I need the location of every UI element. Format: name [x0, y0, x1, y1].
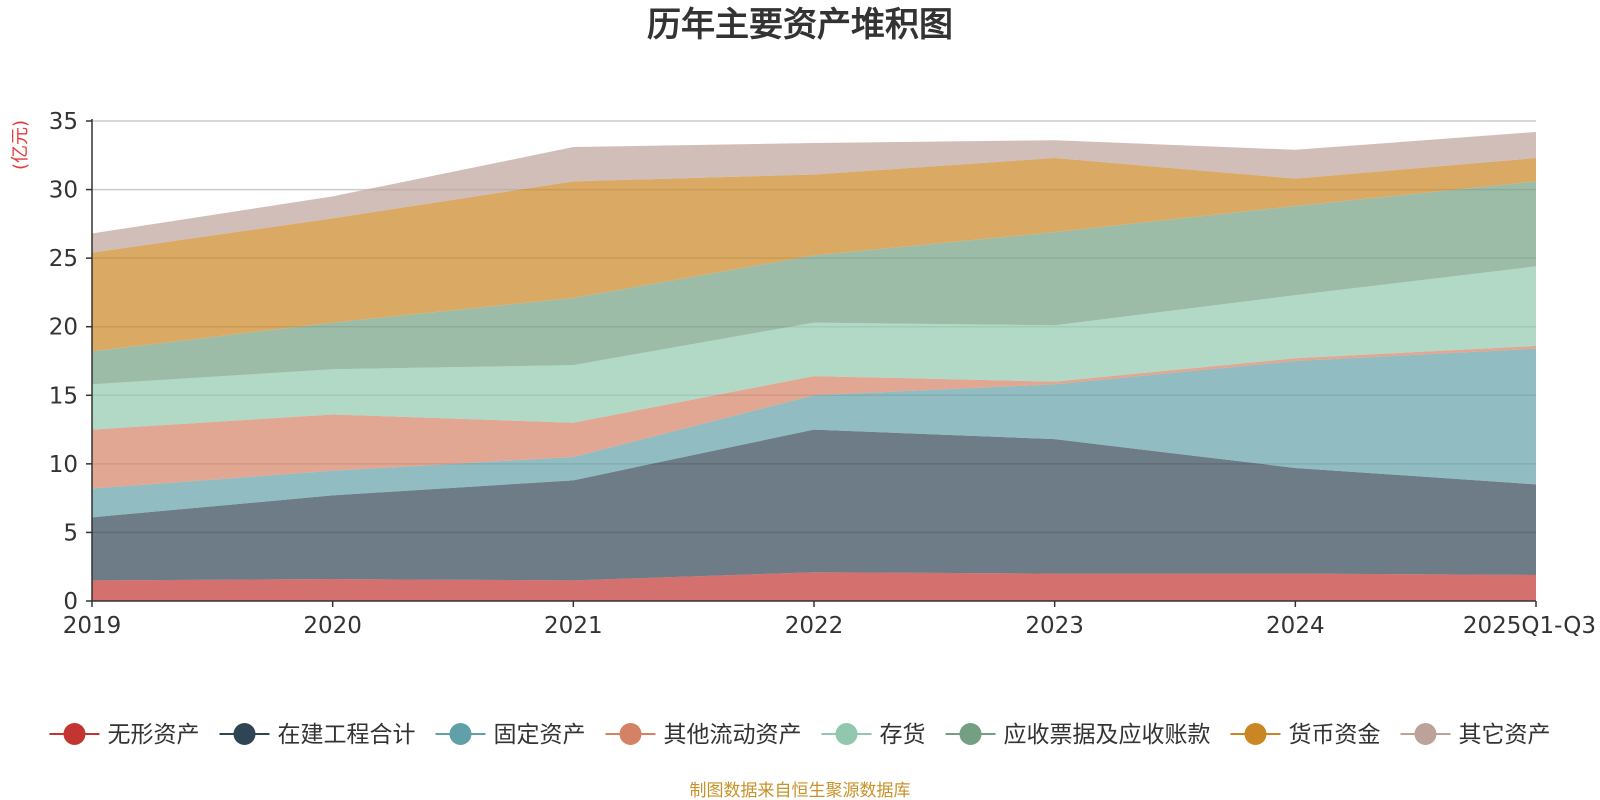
- y-tick-label: 30: [49, 178, 78, 204]
- legend-marker: [1244, 723, 1267, 745]
- y-tick-label: 25: [49, 246, 78, 272]
- legend-item[interactable]: 存货: [821, 722, 926, 748]
- legend-label: 存货: [880, 722, 926, 748]
- x-tick-label: 2024: [1266, 613, 1325, 639]
- x-tick-label: 2025Q1-Q3: [1463, 613, 1596, 639]
- area-在建工程合计: [92, 429, 1536, 581]
- area-固定资产: [92, 348, 1536, 518]
- area-series: [92, 131, 1536, 601]
- legend-marker: [1414, 723, 1437, 745]
- source-caption: 制图数据来自恒生聚源数据库: [690, 781, 911, 800]
- legend-label: 无形资产: [108, 722, 200, 748]
- area-应收票据及应收账款: [92, 181, 1536, 385]
- y-axis-unit-label: (亿元): [10, 120, 31, 170]
- y-tick-label: 20: [49, 315, 78, 341]
- area-其他流动资产: [92, 345, 1536, 489]
- x-tick-label: 2022: [785, 613, 844, 639]
- legend-label: 其它资产: [1459, 722, 1551, 748]
- legend-label: 货币资金: [1289, 722, 1381, 748]
- legend-marker: [959, 723, 982, 745]
- y-tick-label: 15: [49, 383, 78, 409]
- area-货币资金: [92, 158, 1536, 352]
- legend-label: 其他流动资产: [664, 722, 802, 748]
- legend-label: 应收票据及应收账款: [1004, 722, 1211, 748]
- chart-title: 历年主要资产堆积图: [647, 5, 953, 45]
- legend-label: 在建工程合计: [278, 722, 416, 748]
- x-tick-label: 2021: [544, 613, 603, 639]
- legend-item[interactable]: 其他流动资产: [605, 722, 802, 748]
- legend-marker: [619, 723, 642, 745]
- legend-item[interactable]: 其它资产: [1400, 722, 1551, 748]
- legend-item[interactable]: 无形资产: [49, 722, 200, 748]
- x-tick-label: 2020: [303, 613, 362, 639]
- y-tick-labels: 0 5 10 15 20 25 30 35: [49, 109, 78, 615]
- legend-item[interactable]: 货币资金: [1230, 722, 1381, 748]
- y-tick-label: 5: [63, 520, 78, 546]
- x-tick-labels: 2019 2020 2021 2022 2023 2024 2025Q1-Q3: [63, 613, 1596, 639]
- axes: [86, 119, 1537, 607]
- legend-marker: [63, 723, 86, 745]
- legend-label: 固定资产: [494, 722, 586, 748]
- legend-marker: [449, 723, 472, 745]
- y-tick-label: 10: [49, 452, 78, 478]
- area-无形资产: [92, 572, 1536, 601]
- legend-item[interactable]: 应收票据及应收账款: [945, 722, 1211, 748]
- area-其它资产: [92, 131, 1536, 253]
- legend-item[interactable]: 在建工程合计: [219, 722, 416, 748]
- area-存货: [92, 266, 1536, 430]
- legend: 无形资产 在建工程合计 固定资产 其他流动资产 存货 应收票据及应收账款 货币资金 其它资产: [49, 722, 1551, 748]
- y-tick-label: 0: [63, 589, 78, 615]
- x-tick-label: 2023: [1025, 613, 1084, 639]
- legend-marker: [835, 723, 858, 745]
- y-tick-label: 35: [49, 109, 78, 135]
- legend-item[interactable]: 固定资产: [435, 722, 586, 748]
- legend-marker: [233, 723, 256, 745]
- x-tick-label: 2019: [63, 613, 122, 639]
